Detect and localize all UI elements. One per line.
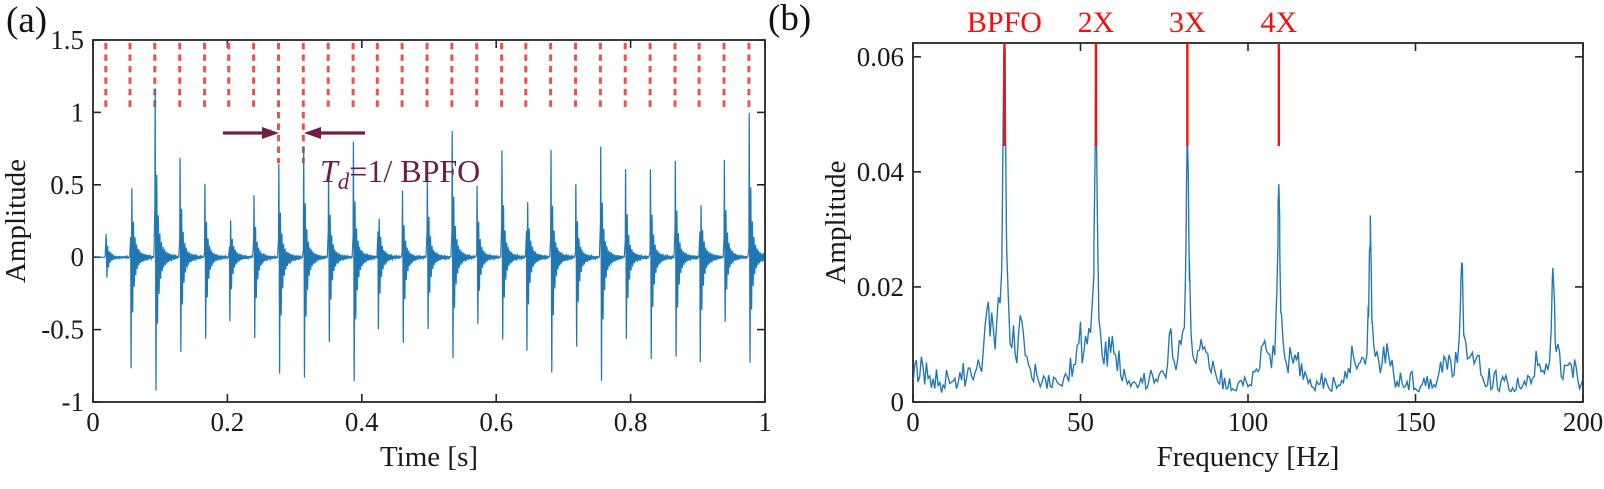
plot-a-axes-xtick-label: 0.6 xyxy=(479,407,513,437)
harmonic-markers: BPFO 2X 3X 4X xyxy=(967,6,1297,146)
td-arrow-left-head xyxy=(304,127,321,139)
plot-a-axes-yaxis-title: Amplitude xyxy=(0,159,32,283)
plot-a-axes-ytick-label: 1.5 xyxy=(50,25,84,55)
plot-a-axes-xaxis-title: Time [s] xyxy=(380,441,478,473)
plot-a-axes-xtick-label: 0.8 xyxy=(614,407,648,437)
td-annotation: Td=1/ BPFO xyxy=(223,127,480,194)
plot-b-axes-xaxis-title: Frequency [Hz] xyxy=(1157,441,1340,473)
td-arrow-right-head xyxy=(262,127,279,139)
plot-b-axes-xtick-label: 50 xyxy=(1067,407,1094,437)
plot-b-axes-frame xyxy=(912,42,1584,403)
plot-b-axes-ytick-label: 0.06 xyxy=(857,42,904,72)
plot-b-axes-ytick-label: 0 xyxy=(891,387,905,417)
plot-b-axes-yaxis-title: Amplitude xyxy=(820,160,852,284)
plot-a-axes-ytick-label: -0.5 xyxy=(41,315,84,345)
plot-a-axes-ytick-label: 0.5 xyxy=(50,170,84,200)
plot-a-axes-xtick-label: 0.4 xyxy=(345,407,379,437)
plot-b-axes-ytick-label: 0.04 xyxy=(857,157,905,187)
spectrum-path xyxy=(913,43,1583,393)
plot-b-axes-xtick-label: 150 xyxy=(1395,407,1436,437)
harmonic-marker-label: 2X xyxy=(1078,6,1115,39)
plot-b-axes-ytick-label: 0.02 xyxy=(857,272,904,302)
plot-a-axes-ytick-label: 0 xyxy=(71,242,85,272)
time-signal-path xyxy=(93,88,765,391)
plot-a-axes-frame xyxy=(92,39,766,403)
plot-a-axes-xtick-label: 0.2 xyxy=(211,407,245,437)
harmonic-marker-label: BPFO xyxy=(967,6,1042,39)
plot-a-axes-ytick-label: -1 xyxy=(62,387,85,417)
plot-a-axes-xtick-label: 1 xyxy=(758,407,772,437)
plot-b-axes-xtick-label: 200 xyxy=(1563,407,1604,437)
plot-b-axes-xtick-label: 0 xyxy=(906,407,920,437)
plot-b-axes: 0 50 100 150 200 0 0.02 0.04 0.06 Frequency [Hz] A… xyxy=(820,42,1603,473)
panel-label-b: (b) xyxy=(768,0,812,39)
harmonic-marker-label: 3X xyxy=(1169,6,1206,39)
panel-label-a: (a) xyxy=(6,0,48,41)
harmonic-marker-label: 4X xyxy=(1260,6,1297,39)
td-annotation-text: Td=1/ BPFO xyxy=(320,153,480,194)
plot-a-axes-xtick-label: 0 xyxy=(86,407,100,437)
plot-a-axes-ytick-label: 1 xyxy=(71,97,85,127)
plot-a-axes: 0 0.2 0.4 0.6 0.8 1 -1 -0.5 0 0.5 1 1.5 Time [s] Ampl… xyxy=(0,25,772,473)
plot-b-axes-xtick-label: 100 xyxy=(1228,407,1269,437)
impulse-period-markers xyxy=(104,42,751,164)
